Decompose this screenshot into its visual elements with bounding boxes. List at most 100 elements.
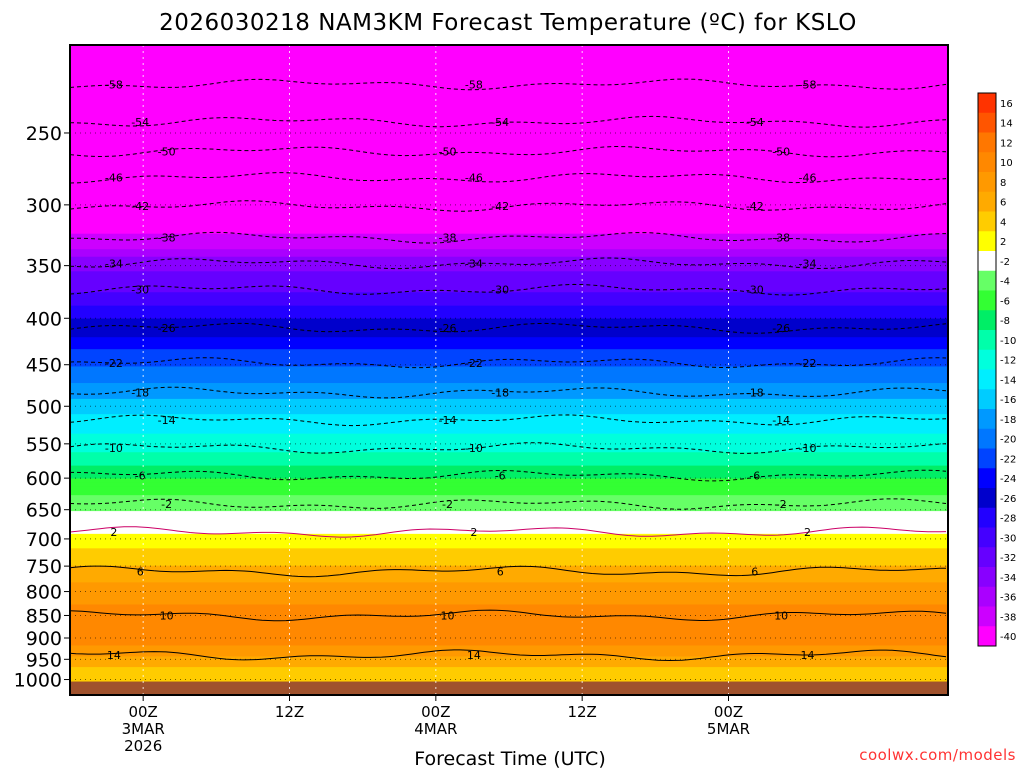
temperature-band (70, 637, 948, 641)
temperature-band (70, 533, 948, 539)
temperature-band (70, 305, 948, 313)
y-tick-label: 700 (26, 529, 62, 551)
colorbar-swatch (978, 606, 996, 627)
colorbar-swatch (978, 468, 996, 489)
contour-label: 2 (110, 526, 117, 539)
colorbar-label: -30 (1000, 533, 1016, 544)
temperature-band (70, 355, 948, 362)
contour-label: -22 (465, 357, 483, 370)
colorbar-swatch (978, 488, 996, 509)
colorbar-swatch (978, 626, 996, 647)
plot-area: -58 -58 -58 -54 -54 -54 -50 -50 -50 -46 -46 -46 -42 -… (69, 44, 949, 696)
temperature-band (70, 631, 948, 635)
temperature-band (70, 114, 948, 126)
temperature-band (70, 541, 948, 546)
contour-label: 6 (497, 565, 504, 578)
temperature-band (70, 81, 948, 94)
temperature-band (70, 499, 948, 504)
contour-line (69, 609, 947, 622)
y-tick-label: 300 (26, 195, 62, 217)
temperature-band (70, 607, 948, 612)
temperature-band (70, 92, 948, 105)
contour-label: 6 (751, 565, 758, 578)
temperature-band (70, 388, 948, 395)
y-tick-label: 800 (26, 582, 62, 604)
contour-label: -18 (746, 387, 764, 400)
temperature-band (70, 495, 948, 500)
temperature-band (70, 249, 948, 258)
temperature-band (70, 526, 948, 531)
colorbar-swatch (978, 172, 996, 193)
contour-label: 14 (801, 649, 815, 662)
colorbar-swatch (978, 448, 996, 469)
contour-label: -30 (746, 284, 764, 297)
contour-lines: -58 -58 -58 -54 -54 -54 -50 -50 -50 -46 -46 -46 -42 -… (69, 78, 947, 662)
colorbar-swatch (978, 93, 996, 114)
temperature-band (70, 522, 948, 528)
colorbar-label: 8 (1000, 178, 1006, 189)
temperature-band (70, 598, 948, 603)
temperature-band (70, 588, 948, 593)
temperature-band (70, 565, 948, 570)
temperature-band (70, 349, 948, 356)
temperature-band (70, 672, 948, 676)
colorbar-swatch (978, 527, 996, 548)
colorbar-swatch (978, 428, 996, 449)
colorbar-label: 14 (1000, 119, 1013, 130)
temperature-band (70, 264, 948, 272)
temperature-band (70, 452, 948, 458)
temperature-band (70, 595, 948, 599)
contour-label: -46 (105, 172, 123, 185)
y-tick-label: 650 (26, 500, 62, 522)
temperature-band (70, 625, 948, 630)
temperature-band (70, 292, 948, 300)
temperature-band (70, 572, 948, 577)
temperature-band (70, 145, 948, 156)
temperature-band (70, 45, 948, 59)
y-tick-label: 400 (26, 308, 62, 330)
credit-label: coolwx.com/models (859, 746, 1016, 764)
temperature-band (70, 404, 948, 410)
colorbar-label: -24 (1000, 474, 1016, 485)
temperature-band (70, 478, 948, 484)
colorbar-label: -10 (1000, 336, 1016, 347)
temperature-band (70, 372, 948, 379)
temperature-band (70, 601, 948, 606)
temperature-band (70, 465, 948, 471)
temperature-band (70, 438, 948, 444)
temperature-bands (70, 45, 948, 696)
temperature-band (70, 661, 948, 666)
colorbar-label: -4 (1000, 277, 1010, 288)
temperature-band (70, 648, 948, 652)
temperature-band (70, 241, 948, 250)
temperature-band (70, 486, 948, 492)
temperature-band (70, 555, 948, 560)
contour-label: -30 (131, 284, 149, 297)
temperature-band (70, 558, 948, 563)
y-tick-label: 600 (26, 468, 62, 490)
temperature-band (70, 377, 948, 384)
temperature-band (70, 424, 948, 430)
colorbar-label: 12 (1000, 138, 1013, 149)
x-tick-label: 00Z (421, 703, 450, 721)
temperature-band (70, 409, 948, 415)
temperature-band (70, 507, 948, 512)
temperature-band (70, 585, 948, 590)
contour-label: 2 (470, 526, 477, 539)
temperature-band (70, 622, 948, 627)
contour-label: -2 (776, 498, 787, 511)
temperature-band (70, 667, 948, 671)
temperature-band (70, 610, 948, 615)
contour-label: -58 (799, 78, 817, 91)
contour-label: -34 (105, 257, 123, 270)
temperature-band (70, 537, 948, 542)
colorbar-label: -38 (1000, 612, 1016, 623)
temperature-band (70, 225, 948, 235)
colorbar-label: 10 (1000, 158, 1013, 169)
temperature-band (70, 414, 948, 420)
colorbar-swatch (978, 191, 996, 212)
temperature-band (70, 69, 948, 83)
contour-label: -10 (105, 442, 123, 455)
y-tick-label: 950 (26, 649, 62, 671)
colorbar-label: -2 (1000, 257, 1010, 268)
